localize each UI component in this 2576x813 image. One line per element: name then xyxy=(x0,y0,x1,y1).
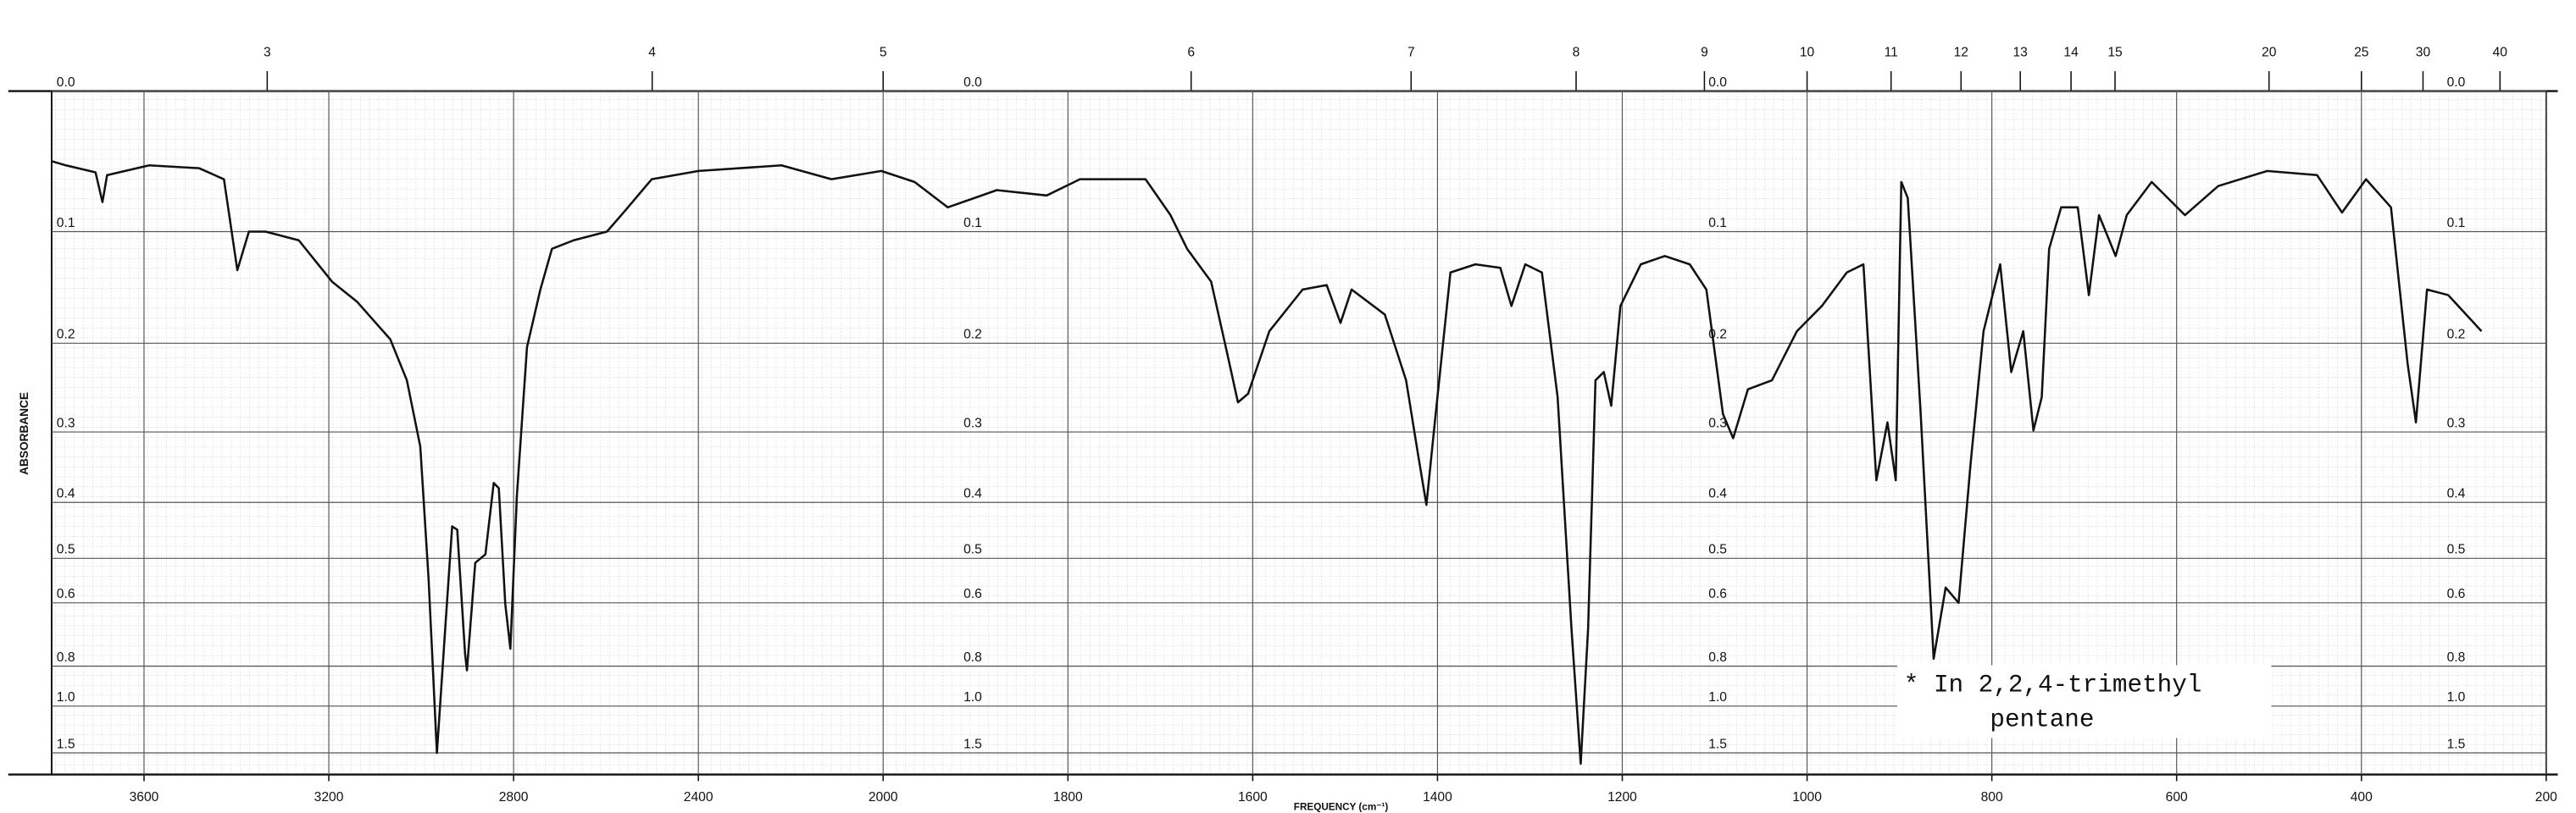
y-tick-label: 0.8 xyxy=(963,650,982,665)
y-tick-label: 0.4 xyxy=(57,487,75,501)
x-tick-label: 600 xyxy=(2166,790,2188,805)
x2-tick-label: 12 xyxy=(1954,46,1968,60)
y-tick-label: 0.6 xyxy=(57,587,75,601)
y-tick-label: 0.3 xyxy=(2447,416,2466,430)
x2-tick-label: 11 xyxy=(1885,46,1898,60)
y-tick-label: 0.6 xyxy=(1708,587,1727,601)
y-tick-label: 0.6 xyxy=(2447,587,2466,601)
y-tick-label: 0.2 xyxy=(57,328,75,342)
y-tick-label: 0.0 xyxy=(963,75,982,90)
y-tick-label: 0.0 xyxy=(1708,75,1727,90)
y-tick-label: 0.1 xyxy=(2447,216,2466,230)
x2-tick-label: 10 xyxy=(1800,46,1815,60)
x-tick-label: 200 xyxy=(2535,790,2557,805)
y-tick-label: 0.5 xyxy=(57,543,75,557)
x2-tick-label: 9 xyxy=(1701,46,1708,60)
x-tick-label: 1400 xyxy=(1423,790,1452,805)
y-tick-label: 0.5 xyxy=(963,543,982,557)
y-tick-label: 0.3 xyxy=(1708,416,1727,430)
y-tick-label: 0.1 xyxy=(1708,216,1727,230)
x-tick-label: 800 xyxy=(1981,790,2003,805)
y-tick-label: 1.5 xyxy=(57,737,75,751)
y-tick-label: 0.3 xyxy=(57,416,75,430)
y-tick-label: 0.0 xyxy=(57,75,75,90)
y-tick-label: 0.4 xyxy=(2447,487,2466,501)
x-tick-label: 3200 xyxy=(314,790,344,805)
x-tick-label: 2400 xyxy=(684,790,713,805)
y-tick-label: 1.0 xyxy=(963,690,982,705)
x-tick-label: 3600 xyxy=(130,790,159,805)
y-tick-label: 1.5 xyxy=(963,737,982,751)
y-tick-label: 1.0 xyxy=(57,690,75,705)
x2-tick-label: 4 xyxy=(648,46,656,60)
x2-tick-label: 40 xyxy=(2493,46,2508,60)
y-tick-label: 1.5 xyxy=(1708,737,1727,751)
x2-tick-label: 6 xyxy=(1187,46,1195,60)
y-tick-label: 0.8 xyxy=(2447,650,2466,665)
x-tick-label: 1800 xyxy=(1053,790,1083,805)
annotation-line: * In 2,2,4-trimethyl xyxy=(1904,672,2202,700)
x2-tick-label: 13 xyxy=(2012,46,2027,60)
x2-tick-label: 14 xyxy=(2063,46,2079,60)
y-tick-label: 1.0 xyxy=(1708,690,1727,705)
annotation-line: pentane xyxy=(1990,706,2094,734)
y-tick-label: 0.5 xyxy=(1708,543,1727,557)
x-tick-label: 1600 xyxy=(1238,790,1268,805)
y-tick-label: 0.2 xyxy=(963,328,982,342)
x2-tick-label: 5 xyxy=(880,46,887,60)
y-tick-label: 0.2 xyxy=(2447,328,2466,342)
x2-tick-label: 20 xyxy=(2262,46,2277,60)
x-tick-label: 2000 xyxy=(869,790,898,805)
y-tick-label: 0.2 xyxy=(1708,328,1727,342)
x2-tick-label: 7 xyxy=(1407,46,1415,60)
x2-tick-label: 30 xyxy=(2416,46,2431,60)
x2-tick-label: 25 xyxy=(2354,46,2369,60)
x-tick-label: 2800 xyxy=(499,790,529,805)
y-tick-label: 0.3 xyxy=(963,416,982,430)
annotation-box xyxy=(1896,665,2272,738)
x2-tick-label: 15 xyxy=(2107,46,2123,60)
x-axis-label: FREQUENCY (cm⁻¹) xyxy=(1294,802,1389,813)
y-tick-label: 0.8 xyxy=(1708,650,1727,665)
x-tick-label: 1200 xyxy=(1607,790,1637,805)
y-tick-label: 0.4 xyxy=(963,487,982,501)
y-axis-label: ABSORBANCE xyxy=(18,392,31,475)
y-tick-label: 0.8 xyxy=(57,650,75,665)
y-tick-label: 0.1 xyxy=(963,216,982,230)
y-tick-label: 0.6 xyxy=(963,587,982,601)
y-tick-label: 1.0 xyxy=(2447,690,2466,705)
y-tick-label: 0.5 xyxy=(2447,543,2466,557)
x-tick-label: 400 xyxy=(2351,790,2373,805)
spectrum-line xyxy=(51,160,2483,766)
y-tick-label: 0.0 xyxy=(2447,75,2466,90)
x2-tick-label: 3 xyxy=(264,46,271,60)
y-tick-label: 0.1 xyxy=(57,216,75,230)
x-tick-label: 1000 xyxy=(1792,790,1822,805)
y-tick-label: 1.5 xyxy=(2447,737,2466,751)
x2-tick-label: 8 xyxy=(1573,46,1580,60)
y-tick-label: 0.4 xyxy=(1708,487,1727,501)
